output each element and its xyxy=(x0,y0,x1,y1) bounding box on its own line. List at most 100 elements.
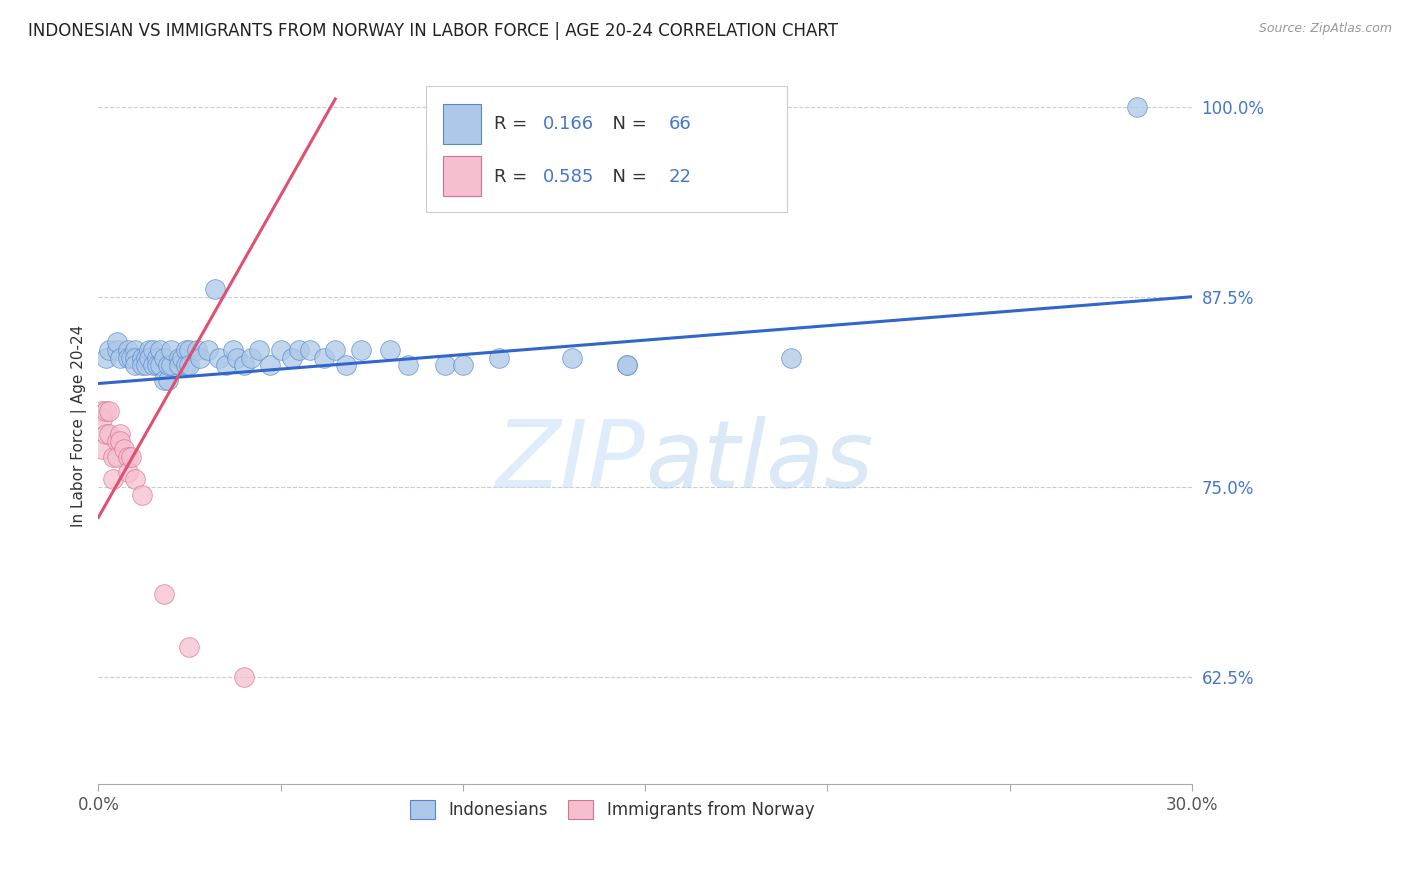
Point xyxy=(131,487,153,501)
Point xyxy=(101,450,124,464)
Text: R =: R = xyxy=(494,115,533,133)
Point xyxy=(280,351,302,365)
Point xyxy=(117,351,139,365)
Text: R =: R = xyxy=(494,168,533,186)
Point xyxy=(174,343,197,357)
Text: N =: N = xyxy=(602,168,652,186)
Point xyxy=(101,472,124,486)
Text: 0.166: 0.166 xyxy=(543,115,595,133)
Point xyxy=(288,343,311,357)
Point xyxy=(105,434,128,449)
Point xyxy=(124,472,146,486)
Point xyxy=(314,351,336,365)
Point xyxy=(488,351,510,365)
Point xyxy=(172,351,194,365)
Point xyxy=(138,343,160,357)
Point xyxy=(167,351,190,365)
Point xyxy=(98,343,121,357)
Text: Source: ZipAtlas.com: Source: ZipAtlas.com xyxy=(1258,22,1392,36)
Point xyxy=(247,343,270,357)
Point xyxy=(225,351,247,365)
Point xyxy=(179,343,201,357)
Point xyxy=(117,343,139,357)
Point xyxy=(112,442,135,456)
Bar xyxy=(443,104,481,144)
Point xyxy=(561,351,583,365)
Point xyxy=(145,358,167,372)
Point xyxy=(98,426,121,441)
Point xyxy=(135,351,157,365)
Point xyxy=(197,343,219,357)
FancyBboxPatch shape xyxy=(426,87,787,211)
Point xyxy=(222,343,245,357)
Point xyxy=(110,434,132,449)
Point xyxy=(190,351,212,365)
Point xyxy=(91,411,114,425)
Point xyxy=(131,358,153,372)
Point xyxy=(120,450,142,464)
Point xyxy=(233,358,256,372)
Point xyxy=(1126,99,1149,113)
Point xyxy=(145,351,167,365)
Point xyxy=(94,404,117,418)
Point xyxy=(149,343,172,357)
Point xyxy=(124,358,146,372)
Point xyxy=(160,358,183,372)
Point xyxy=(131,351,153,365)
Point xyxy=(378,343,401,357)
Point xyxy=(91,404,114,418)
Point xyxy=(117,450,139,464)
Point xyxy=(204,282,226,296)
Point xyxy=(335,358,357,372)
Point xyxy=(179,358,201,372)
Bar xyxy=(443,156,481,196)
Point xyxy=(105,450,128,464)
Point xyxy=(616,358,638,372)
Point xyxy=(153,374,176,388)
Point xyxy=(149,358,172,372)
Point xyxy=(270,343,292,357)
Text: 22: 22 xyxy=(669,168,692,186)
Point xyxy=(91,442,114,456)
Text: 66: 66 xyxy=(669,115,692,133)
Point xyxy=(433,358,456,372)
Point xyxy=(396,358,419,372)
Point xyxy=(110,351,132,365)
Point xyxy=(160,343,183,357)
Point xyxy=(142,343,165,357)
Point xyxy=(259,358,281,372)
Point xyxy=(138,351,160,365)
Legend: Indonesians, Immigrants from Norway: Indonesians, Immigrants from Norway xyxy=(404,793,821,825)
Point xyxy=(215,358,238,372)
Point xyxy=(186,343,208,357)
Text: 0.585: 0.585 xyxy=(543,168,595,186)
Point xyxy=(124,343,146,357)
Point xyxy=(142,358,165,372)
Point xyxy=(135,358,157,372)
Point xyxy=(120,351,142,365)
Point xyxy=(124,351,146,365)
Point xyxy=(350,343,373,357)
Point xyxy=(323,343,346,357)
Point xyxy=(94,426,117,441)
Y-axis label: In Labor Force | Age 20-24: In Labor Force | Age 20-24 xyxy=(72,325,87,527)
Point xyxy=(105,343,128,357)
Point xyxy=(179,640,201,654)
Point xyxy=(156,374,179,388)
Point xyxy=(117,465,139,479)
Text: N =: N = xyxy=(602,115,652,133)
Point xyxy=(156,358,179,372)
Text: INDONESIAN VS IMMIGRANTS FROM NORWAY IN LABOR FORCE | AGE 20-24 CORRELATION CHAR: INDONESIAN VS IMMIGRANTS FROM NORWAY IN … xyxy=(28,22,838,40)
Point xyxy=(153,351,176,365)
Point xyxy=(105,335,128,350)
Point xyxy=(110,426,132,441)
Point xyxy=(451,358,474,372)
Text: ZIP: ZIP xyxy=(495,417,645,508)
Point xyxy=(174,358,197,372)
Point xyxy=(616,358,638,372)
Point xyxy=(167,358,190,372)
Point xyxy=(153,586,176,600)
Text: atlas: atlas xyxy=(645,417,873,508)
Point xyxy=(94,351,117,365)
Point xyxy=(240,351,263,365)
